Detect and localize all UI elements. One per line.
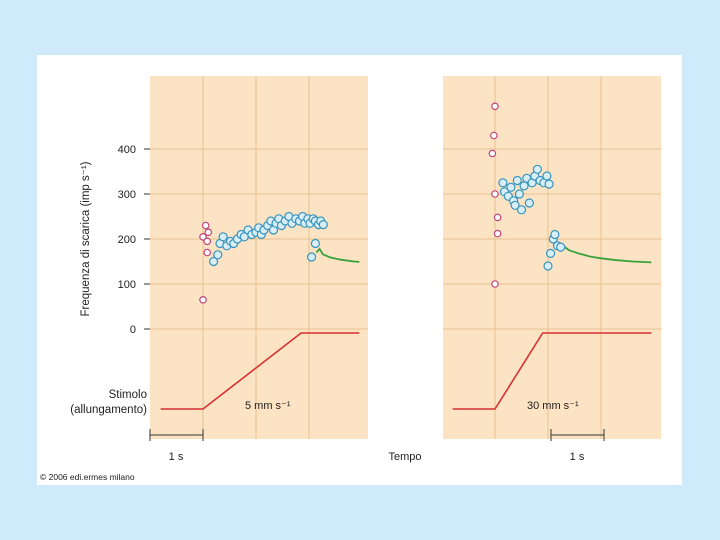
- y-tick-label: 300: [118, 189, 136, 201]
- data-point-blue: [318, 220, 328, 230]
- decay-curve-left: [315, 247, 360, 263]
- time-scalebar-right-label: 1 s: [570, 451, 585, 463]
- decay-curve-right: [560, 243, 652, 264]
- decay-curve-line: [560, 243, 652, 264]
- data-point-pink: [493, 229, 502, 238]
- data-point-blue: [543, 261, 553, 271]
- data-point-blue: [556, 242, 566, 252]
- panel-left: 0 100 200 300 400 5 mm s⁻¹: [118, 76, 368, 439]
- data-point-blue: [516, 205, 527, 215]
- data-point-pink: [203, 237, 212, 246]
- data-point-blue: [542, 171, 552, 181]
- panel-right: 30 mm s⁻¹: [443, 76, 661, 439]
- data-point-pink: [201, 221, 210, 230]
- data-points-left: [199, 211, 328, 304]
- data-point-pink: [491, 190, 499, 198]
- y-tick-label: 200: [118, 234, 136, 246]
- y-tick-label: 0: [130, 324, 136, 336]
- stimulus-speed-label-left: 5 mm s⁻¹: [245, 400, 291, 412]
- data-point-blue: [510, 200, 520, 210]
- decay-curve-line: [315, 247, 360, 263]
- data-point-pink: [199, 233, 207, 241]
- figure-card: 0 100 200 300 400 5 mm s⁻¹ 30 mm s⁻¹ Frequen…: [37, 55, 682, 485]
- plot-area-left: [150, 76, 368, 439]
- data-point-pink: [203, 248, 212, 257]
- data-point-blue: [514, 189, 524, 199]
- data-point-blue: [544, 179, 554, 189]
- stimulus-trace-right: [452, 332, 652, 410]
- figure-svg: 0 100 200 300 400 5 mm s⁻¹ 30 mm s⁻¹ Frequen…: [40, 76, 661, 482]
- time-scalebar-right: [550, 429, 605, 441]
- data-point-blue: [519, 181, 529, 191]
- x-axis-label: Tempo: [388, 451, 421, 463]
- data-point-blue: [310, 238, 320, 249]
- data-point-pink: [488, 149, 497, 158]
- data-point-blue: [209, 256, 219, 267]
- data-point-blue: [218, 232, 228, 242]
- y-axis-left: 0 100 200 300 400: [118, 144, 150, 336]
- data-point-blue: [307, 252, 317, 262]
- stimulus-label-line1: Stimolo: [109, 389, 147, 401]
- data-point-pink: [199, 296, 207, 304]
- data-point-pink: [491, 102, 499, 111]
- data-point-pink: [491, 280, 499, 288]
- y-tick-label: 400: [118, 144, 136, 156]
- stimulus-line: [452, 332, 652, 410]
- y-tick-label: 100: [118, 279, 136, 291]
- data-point-blue: [524, 198, 534, 208]
- data-point-blue: [498, 178, 508, 188]
- data-point-pink: [490, 131, 498, 140]
- data-point-blue: [512, 175, 522, 186]
- data-point-blue: [545, 248, 556, 258]
- time-scalebar-left: [149, 429, 204, 441]
- y-axis-label: Frequenza di scarica (imp s⁻¹): [80, 161, 92, 316]
- data-point-blue: [506, 182, 516, 192]
- data-point-pink: [493, 213, 502, 222]
- time-scalebar-left-label: 1 s: [169, 451, 184, 463]
- data-point-pink: [204, 228, 213, 237]
- stimulus-speed-label-right: 30 mm s⁻¹: [527, 400, 579, 412]
- stimulus-line: [160, 332, 360, 410]
- stimulus-trace-left: [160, 332, 360, 410]
- data-point-blue: [213, 250, 223, 260]
- data-points-right: [488, 102, 566, 288]
- data-point-blue: [550, 229, 560, 240]
- stimulus-label-line2: (allungamento): [70, 404, 147, 416]
- copyright-text: © 2006 edi.ermes milano: [40, 472, 135, 482]
- data-point-blue: [532, 164, 542, 174]
